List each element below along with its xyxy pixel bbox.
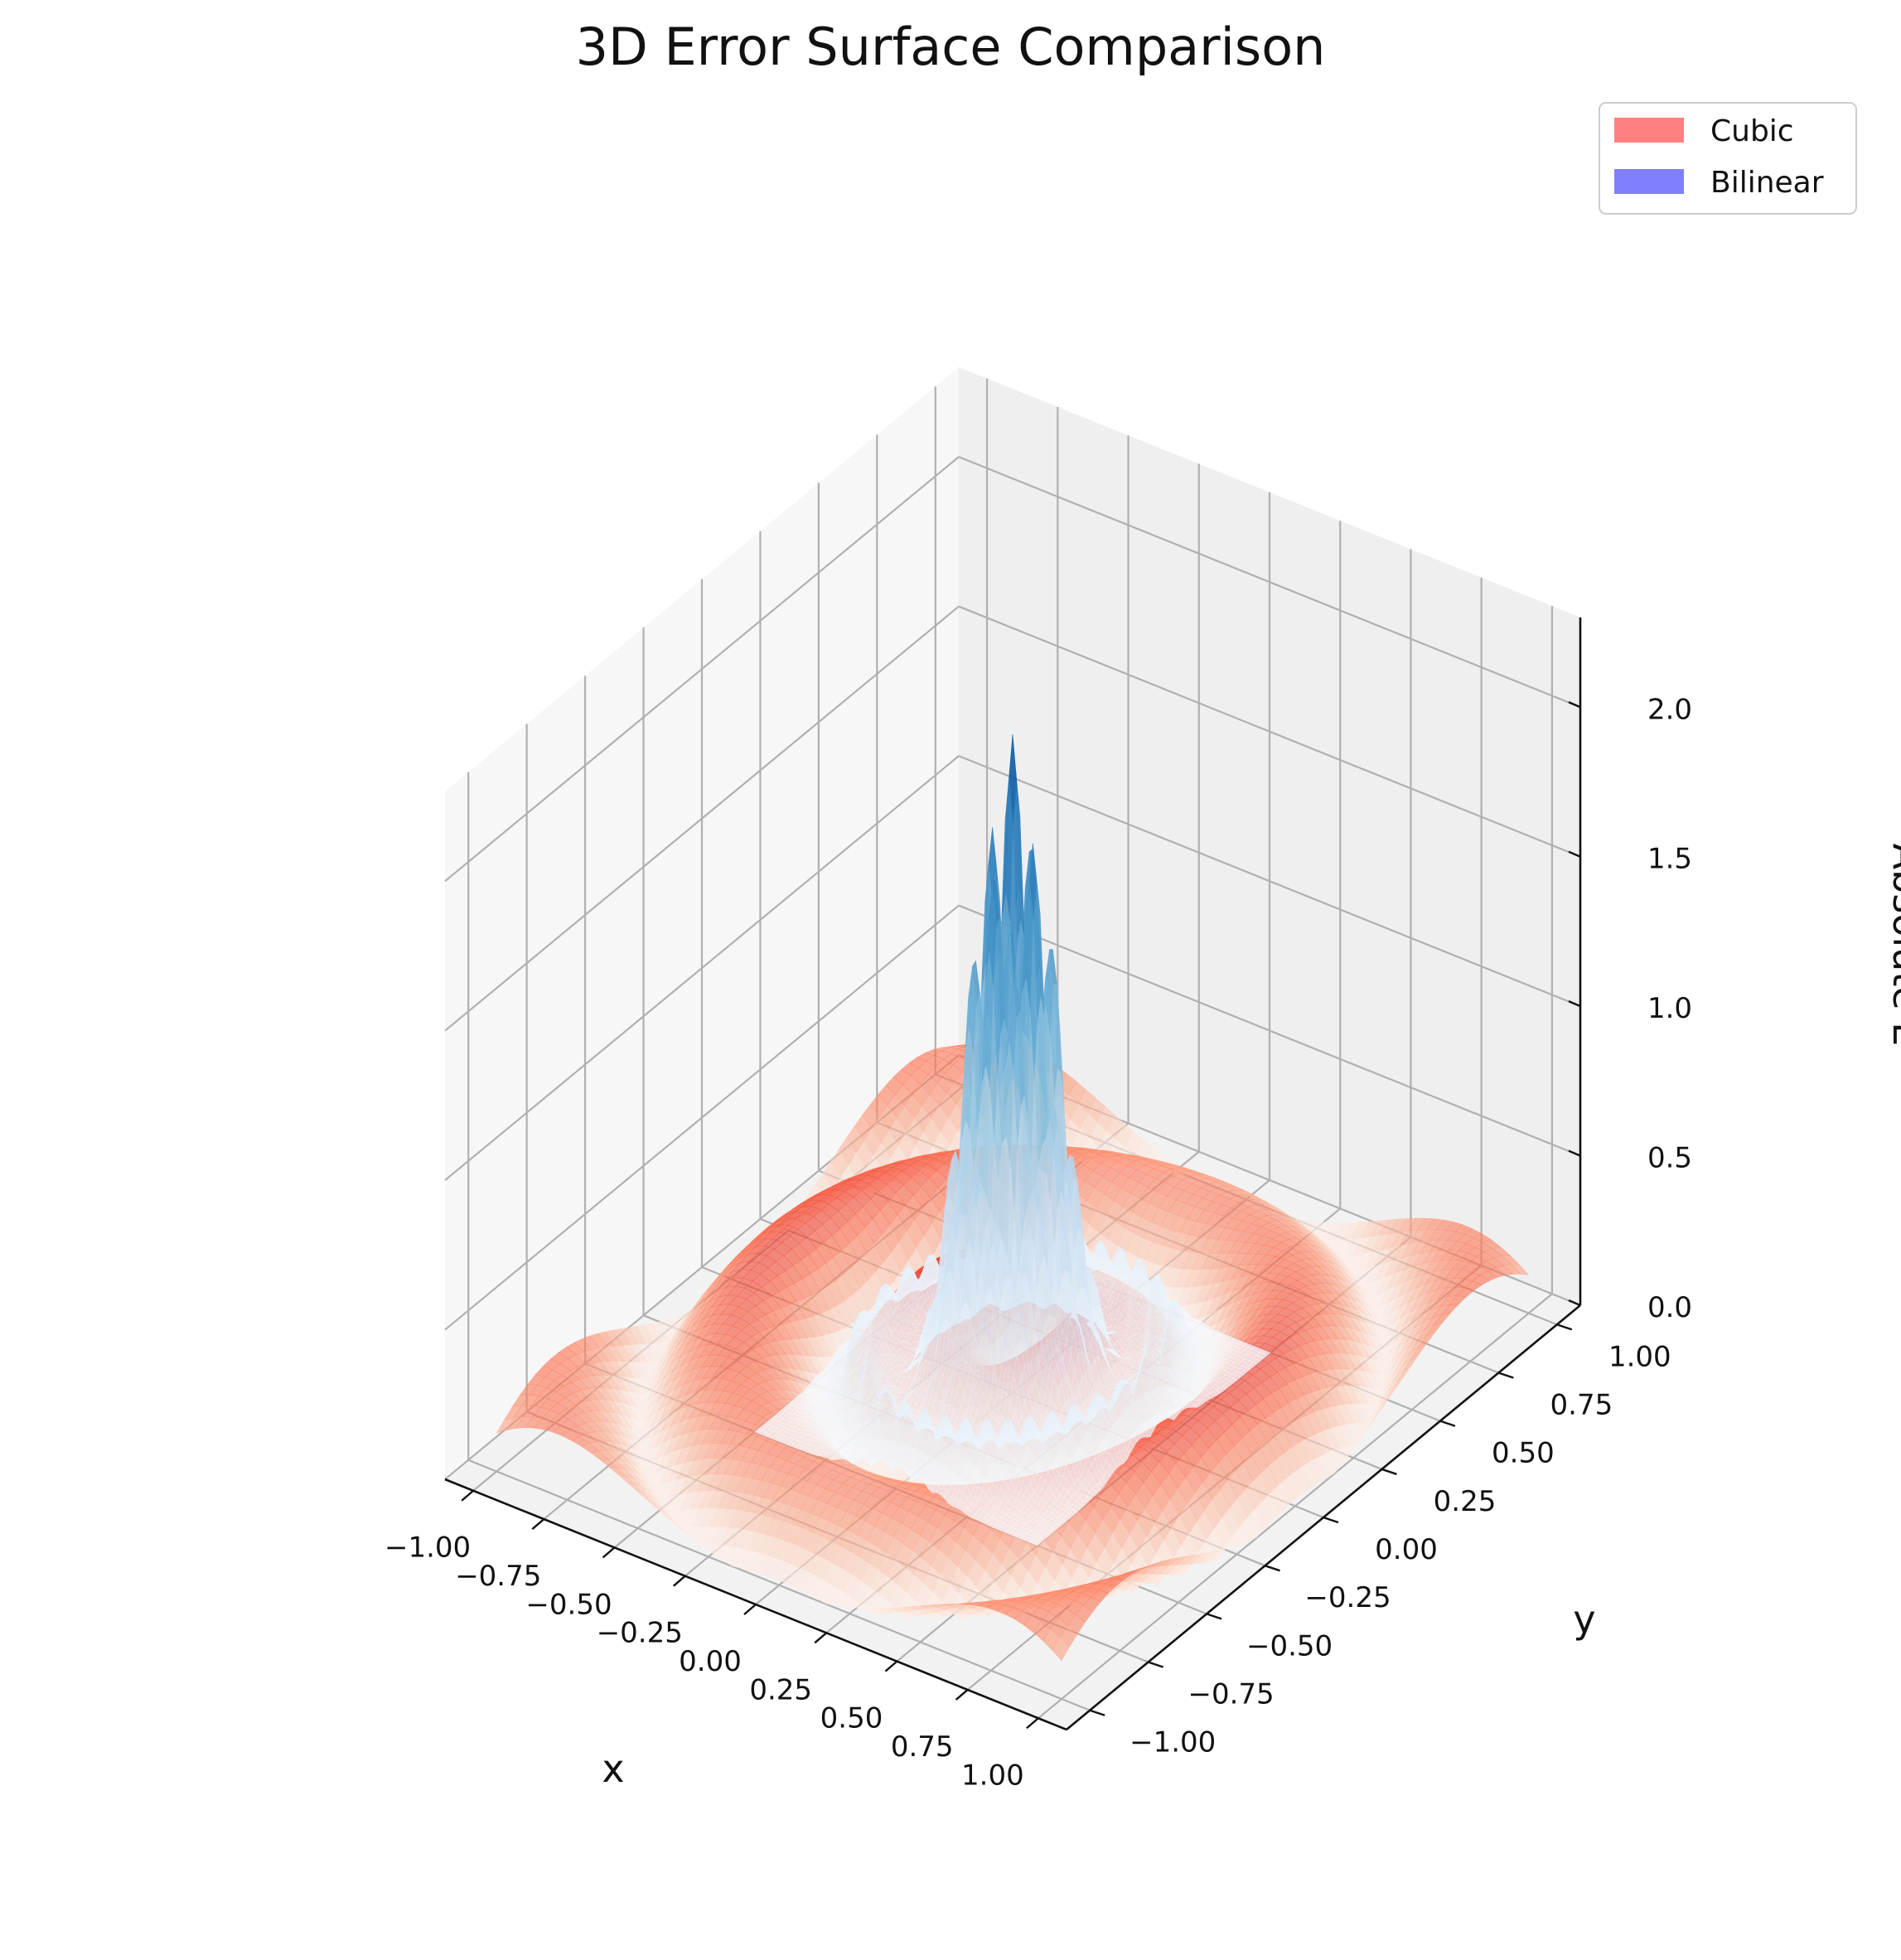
gridline-z-left — [444, 904, 960, 1331]
gridline-z-back — [958, 605, 1581, 858]
gridline-y-floor — [467, 1459, 1091, 1711]
surfaces — [496, 734, 1530, 1662]
gridline-z-left — [444, 755, 960, 1181]
gridline-z-back — [958, 456, 1581, 709]
chart-title: 3D Error Surface Comparison — [576, 17, 1326, 77]
gridline-z-left — [444, 456, 960, 883]
gridline-z-back — [958, 755, 1581, 1008]
gridline-z-left — [444, 605, 960, 1032]
gridline-z-back — [958, 904, 1581, 1157]
